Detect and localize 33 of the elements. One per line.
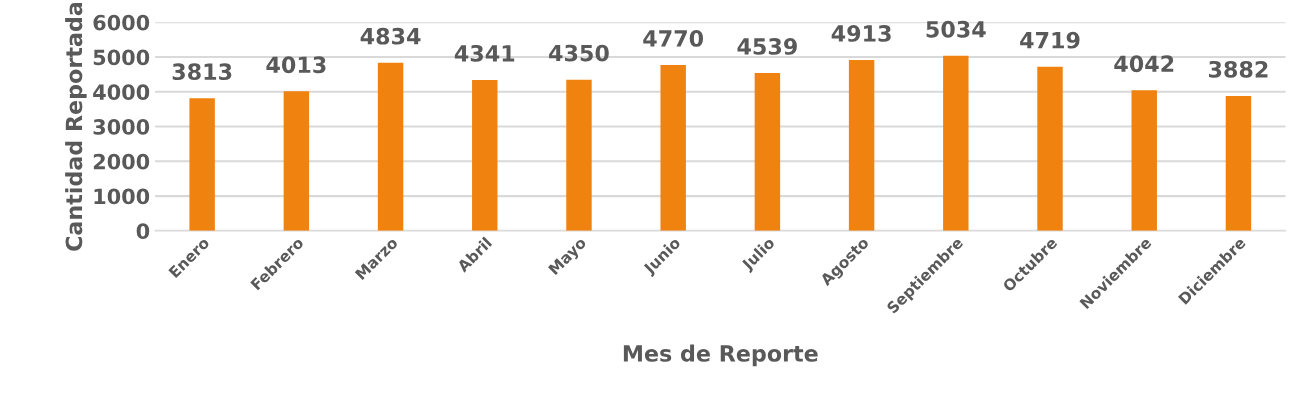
bar [377,62,404,231]
data-label: 3813 [172,63,232,81]
data-label: 4539 [737,38,797,55]
bar [566,79,592,231]
bar [660,65,686,231]
data-label: 4719 [1020,31,1080,49]
data-label: 4042 [1114,55,1174,73]
y-tick-label: 1000 [94,188,150,205]
bar [848,60,875,231]
y-tick-label: 6000 [93,14,150,31]
data-label: 4350 [549,44,609,62]
data-label: 3882 [1209,60,1268,78]
bar [472,79,498,231]
y-tick-label: 2000 [93,153,150,170]
data-label: 4913 [831,25,891,42]
data-label: 4341 [454,44,515,62]
bar [1225,95,1252,231]
bar [1037,66,1063,231]
bar [189,98,215,231]
bar [943,55,969,231]
bar [283,91,310,231]
bar [754,73,781,231]
data-label: 4013 [266,56,326,74]
data-label: 4834 [360,27,421,45]
y-tick-label: 3000 [93,119,150,135]
data-label: 4770 [643,30,704,47]
x-axis-title: Mes de Reporte [623,344,818,367]
y-tick-label: 5000 [93,49,150,66]
bar [1131,90,1157,231]
data-label: 5034 [926,20,986,38]
y-axis-title: Cantidad Reportada [65,2,87,251]
y-tick-label: 4000 [93,84,150,101]
y-tick-label: 0 [136,223,150,240]
